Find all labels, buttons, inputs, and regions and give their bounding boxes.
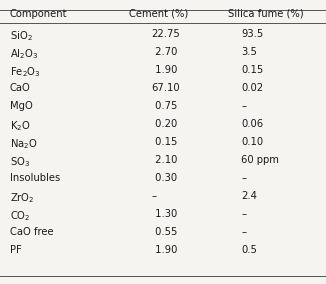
Text: 1.90: 1.90	[152, 245, 177, 255]
Text: 0.30: 0.30	[152, 173, 177, 183]
Text: MgO: MgO	[10, 101, 33, 111]
Text: 0.10: 0.10	[241, 137, 263, 147]
Text: ZrO$_2$: ZrO$_2$	[10, 191, 35, 205]
Text: K$_2$O: K$_2$O	[10, 119, 30, 133]
Text: PF: PF	[10, 245, 22, 255]
Text: Na$_2$O: Na$_2$O	[10, 137, 37, 151]
Text: 0.15: 0.15	[241, 65, 263, 75]
Text: 1.30: 1.30	[152, 209, 177, 219]
Text: 0.06: 0.06	[241, 119, 263, 129]
Text: Component: Component	[10, 9, 67, 18]
Text: Fe$_2$O$_3$: Fe$_2$O$_3$	[10, 65, 40, 79]
Text: SO$_3$: SO$_3$	[10, 155, 30, 169]
Text: –: –	[241, 209, 246, 219]
Text: 93.5: 93.5	[241, 29, 263, 39]
Text: 2.10: 2.10	[152, 155, 177, 165]
Text: Insolubles: Insolubles	[10, 173, 60, 183]
Text: 0.75: 0.75	[152, 101, 177, 111]
Text: Silica fume (%): Silica fume (%)	[228, 9, 304, 18]
Text: 0.5: 0.5	[241, 245, 257, 255]
Text: 2.4: 2.4	[241, 191, 257, 201]
Text: 2.70: 2.70	[152, 47, 177, 57]
Text: SiO$_2$: SiO$_2$	[10, 29, 33, 43]
Text: –: –	[241, 101, 246, 111]
Text: –: –	[152, 191, 156, 201]
Text: 0.15: 0.15	[152, 137, 177, 147]
Text: 1.90: 1.90	[152, 65, 177, 75]
Text: –: –	[241, 173, 246, 183]
Text: Al$_2$O$_3$: Al$_2$O$_3$	[10, 47, 38, 61]
Text: CaO: CaO	[10, 83, 31, 93]
Text: 67.10: 67.10	[152, 83, 180, 93]
Text: 22.75: 22.75	[152, 29, 180, 39]
Text: 0.55: 0.55	[152, 227, 177, 237]
Text: CaO free: CaO free	[10, 227, 53, 237]
Text: –: –	[241, 227, 246, 237]
Text: Cement (%): Cement (%)	[129, 9, 188, 18]
Text: 0.20: 0.20	[152, 119, 177, 129]
Text: 3.5: 3.5	[241, 47, 257, 57]
Text: CO$_2$: CO$_2$	[10, 209, 30, 223]
Text: 0.02: 0.02	[241, 83, 263, 93]
Text: 60 ppm: 60 ppm	[241, 155, 279, 165]
